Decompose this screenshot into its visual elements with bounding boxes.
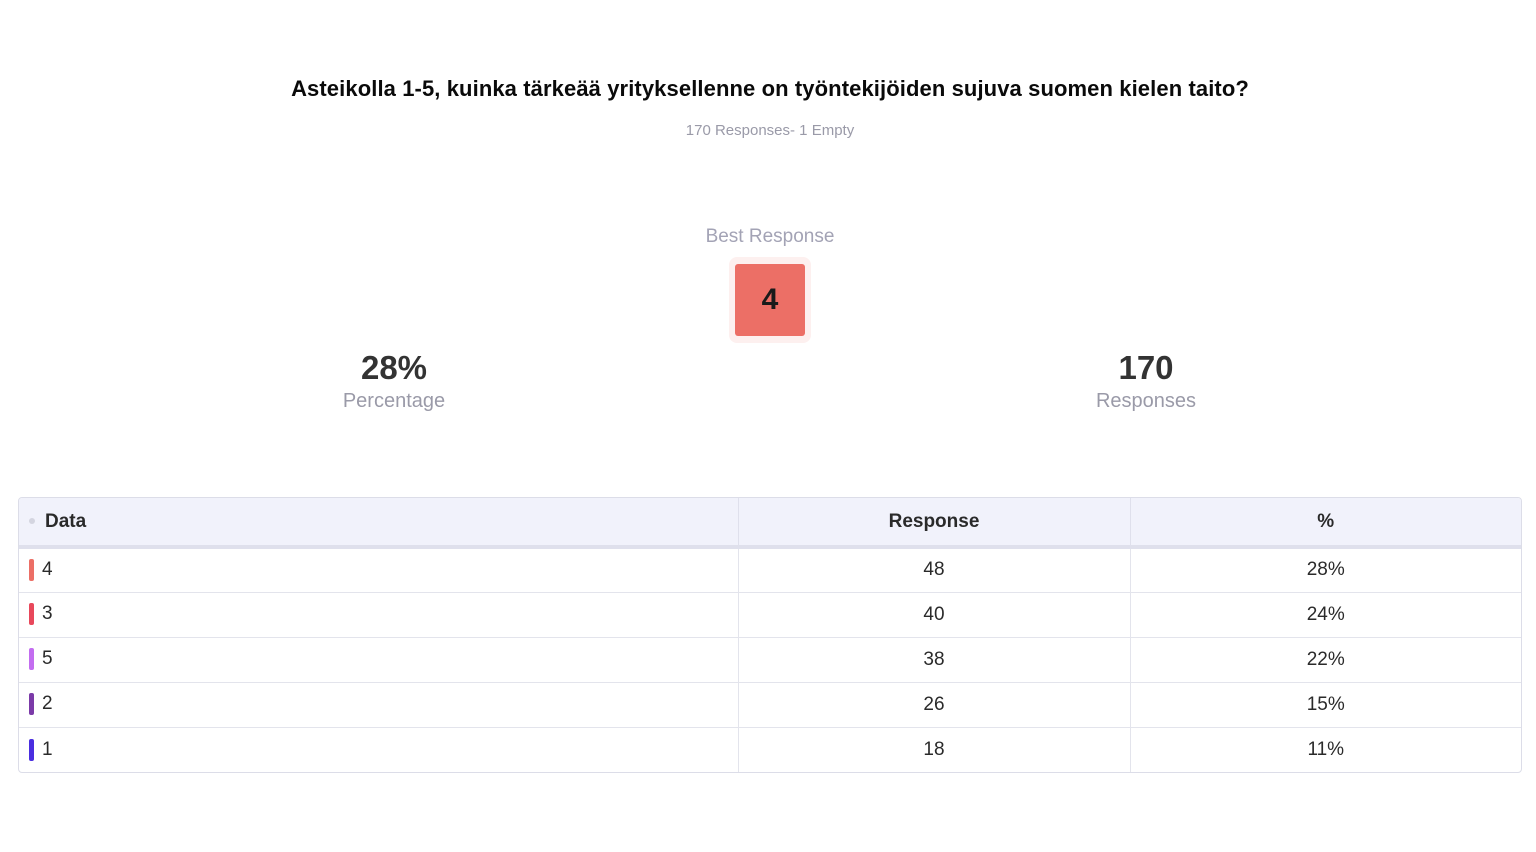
row-response: 40 <box>738 592 1131 637</box>
row-response: 26 <box>738 682 1131 727</box>
row-label-cell: 4 <box>19 547 739 592</box>
percentage-stat: 28% Percentage <box>244 348 544 413</box>
row-percent: 22% <box>1306 648 1345 670</box>
row-label-cell: 2 <box>19 682 739 727</box>
responses-stat: 170 Responses <box>996 348 1296 413</box>
best-response-label: Best Response <box>705 226 835 247</box>
header-percent[interactable]: % <box>1317 510 1335 532</box>
row-label: 2 <box>42 693 53 715</box>
responses-label: Responses <box>1095 390 1197 412</box>
table-row: 1 18 11% <box>19 727 1521 772</box>
row-percent: 24% <box>1306 603 1345 625</box>
row-label: 1 <box>42 738 53 760</box>
row-label-cell: 5 <box>19 637 739 682</box>
color-bar-icon <box>29 648 34 671</box>
row-label: 5 <box>42 648 53 670</box>
row-percent: 28% <box>1306 559 1345 581</box>
color-bar-icon <box>29 603 34 626</box>
header-data[interactable]: Data <box>19 498 739 547</box>
question-title: Asteikolla 1-5, kuinka tärkeää yrityksel… <box>291 76 1249 101</box>
question-subtitle: 170 Responses- 1 Empty <box>685 122 855 139</box>
row-label-cell: 3 <box>19 592 739 637</box>
dot-icon <box>29 518 35 525</box>
row-percent: 15% <box>1306 693 1345 715</box>
color-bar-icon <box>29 738 34 761</box>
row-percent: 11% <box>1307 738 1345 760</box>
table-row: 3 40 24% <box>19 592 1521 637</box>
table-header-row: Data Response % <box>19 498 1521 547</box>
table-row: 4 48 28% <box>19 547 1521 592</box>
best-response-value: 4 <box>735 264 805 336</box>
row-response: 38 <box>738 637 1131 682</box>
table-row: 2 26 15% <box>19 682 1521 727</box>
row-label-cell: 1 <box>19 727 739 772</box>
percentage-value: 28% <box>360 349 428 386</box>
results-table: Data Response % 4 48 28% 3 40 24% 5 38 2… <box>18 497 1522 773</box>
responses-value: 170 <box>1118 349 1174 386</box>
row-label: 3 <box>42 603 53 625</box>
table-row: 5 38 22% <box>19 637 1521 682</box>
row-response: 48 <box>738 547 1131 592</box>
color-bar-icon <box>29 559 34 582</box>
row-response: 18 <box>738 727 1131 772</box>
header-data-label: Data <box>45 510 87 532</box>
color-bar-icon <box>29 693 34 716</box>
best-response-box: 4 <box>729 257 811 343</box>
percentage-label: Percentage <box>342 390 446 412</box>
header-response[interactable]: Response <box>738 498 1131 547</box>
row-label: 4 <box>42 559 53 581</box>
